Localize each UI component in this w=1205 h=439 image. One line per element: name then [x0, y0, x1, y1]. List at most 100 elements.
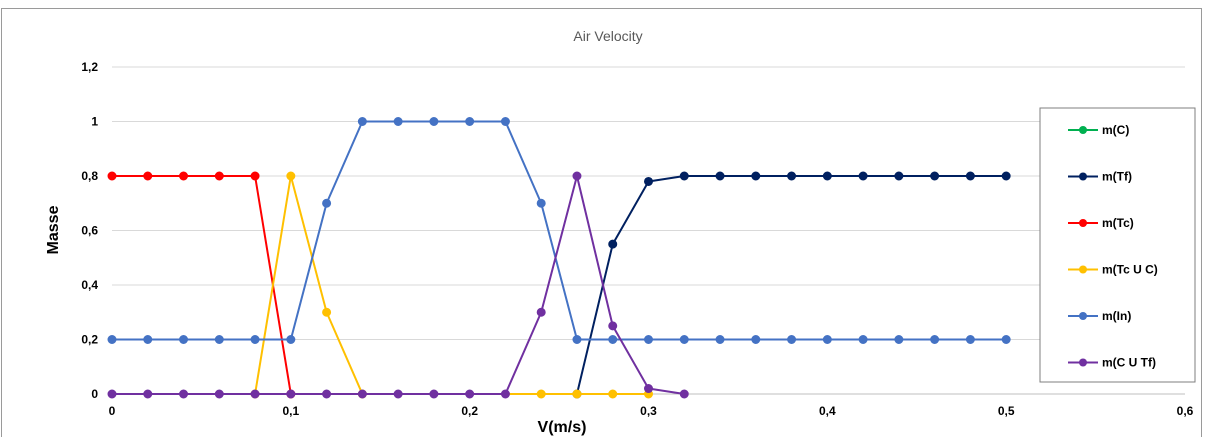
- data-point: [965, 171, 975, 181]
- chart-frame: [1, 8, 1202, 437]
- y-tick-label: 0,6: [81, 224, 98, 238]
- data-point: [286, 171, 296, 181]
- data-point: [536, 307, 546, 317]
- data-point: [536, 198, 546, 208]
- data-point: [572, 335, 582, 344]
- data-point: [500, 117, 510, 126]
- data-point: [894, 171, 904, 181]
- legend-item: m(C U Tf): [1068, 356, 1156, 370]
- series-m-in: [107, 117, 1011, 344]
- legend-label: m(Tf): [1102, 170, 1132, 184]
- legend-marker: [1079, 358, 1087, 367]
- data-point: [894, 335, 904, 344]
- data-point: [250, 335, 260, 344]
- data-point: [608, 239, 618, 249]
- y-tick-label: 1,2: [81, 60, 98, 74]
- data-point: [644, 384, 653, 394]
- chart-title: Air Velocity: [573, 28, 642, 44]
- data-point: [500, 389, 510, 399]
- data-point: [107, 335, 117, 344]
- data-point: [644, 335, 653, 344]
- data-point: [572, 171, 582, 181]
- data-point: [465, 117, 475, 126]
- series-layer: [107, 117, 1011, 399]
- data-point: [679, 171, 689, 181]
- series-line: [112, 175, 292, 395]
- x-tick-label: 0,6: [1177, 404, 1194, 418]
- y-tick-label: 1: [91, 115, 98, 129]
- data-point: [679, 335, 689, 344]
- data-point: [250, 389, 260, 399]
- legend-marker: [1079, 172, 1087, 181]
- data-point: [429, 117, 439, 126]
- legend-item: m(In): [1068, 309, 1131, 323]
- y-tick-label: 0: [91, 387, 98, 401]
- data-point: [214, 171, 224, 181]
- data-point: [858, 171, 868, 181]
- data-point: [465, 389, 475, 399]
- legend-label: m(C): [1102, 123, 1129, 137]
- legend-marker: [1079, 126, 1087, 134]
- data-point: [322, 198, 332, 208]
- data-point: [679, 389, 689, 399]
- data-point: [107, 389, 117, 399]
- data-point: [214, 389, 224, 399]
- x-tick-label: 0: [109, 404, 116, 418]
- data-point: [393, 117, 403, 126]
- data-point: [357, 117, 367, 126]
- data-point: [822, 335, 832, 344]
- data-point: [965, 335, 975, 344]
- data-point: [322, 307, 332, 317]
- data-point: [572, 389, 582, 399]
- data-point: [357, 389, 367, 399]
- data-point: [429, 389, 439, 399]
- data-point: [322, 389, 332, 399]
- data-point: [608, 321, 618, 331]
- legend-item: m(Tf): [1068, 170, 1132, 184]
- legend: m(C) m(Tf) m(Tc) m(Tc U C) m(In) m(C U Tf): [1039, 107, 1196, 383]
- axes: 0 0,2 0,4 0,6 0,8 1 1,2 0 0,1 0,2 0,3 0,4 0,5 0,6: [81, 60, 1193, 418]
- data-point: [787, 335, 797, 344]
- data-point: [214, 335, 224, 344]
- data-point: [715, 171, 725, 181]
- legend-box: [1039, 107, 1196, 383]
- x-tick-label: 0,2: [461, 404, 478, 418]
- legend-items: m(C) m(Tf) m(Tc) m(Tc U C) m(In) m(C U Tf): [1068, 123, 1158, 370]
- x-tick-label: 0,5: [998, 404, 1015, 418]
- legend-item: m(Tc): [1068, 216, 1134, 230]
- y-tick-label: 0,2: [81, 333, 98, 347]
- data-point: [644, 176, 653, 186]
- data-point: [286, 389, 296, 399]
- data-point: [107, 171, 117, 181]
- legend-label: m(Tc): [1102, 216, 1134, 230]
- y-tick-label: 0,8: [81, 169, 98, 183]
- data-point: [751, 171, 761, 181]
- data-point: [751, 335, 761, 344]
- data-point: [179, 171, 189, 181]
- legend-marker: [1079, 265, 1087, 274]
- series-m-c-u-tf: [107, 171, 689, 399]
- y-tick-label: 0,4: [81, 278, 98, 292]
- data-point: [858, 335, 868, 344]
- x-tick-label: 0,4: [819, 404, 836, 418]
- data-point: [393, 389, 403, 399]
- legend-marker: [1079, 312, 1087, 320]
- data-point: [143, 171, 153, 181]
- legend-item: m(Tc U C): [1068, 263, 1158, 277]
- grid-lines: [112, 66, 1185, 340]
- data-point: [930, 335, 940, 344]
- data-point: [930, 171, 940, 181]
- legend-label: m(In): [1102, 309, 1131, 323]
- data-point: [536, 389, 546, 399]
- data-point: [608, 335, 618, 344]
- legend-marker: [1079, 219, 1087, 227]
- data-point: [179, 335, 189, 344]
- data-point: [143, 389, 153, 399]
- data-point: [1001, 171, 1011, 181]
- data-point: [250, 171, 260, 181]
- series-line: [112, 120, 1007, 341]
- data-point: [143, 335, 153, 344]
- legend-label: m(C U Tf): [1102, 356, 1156, 370]
- data-point: [608, 389, 618, 399]
